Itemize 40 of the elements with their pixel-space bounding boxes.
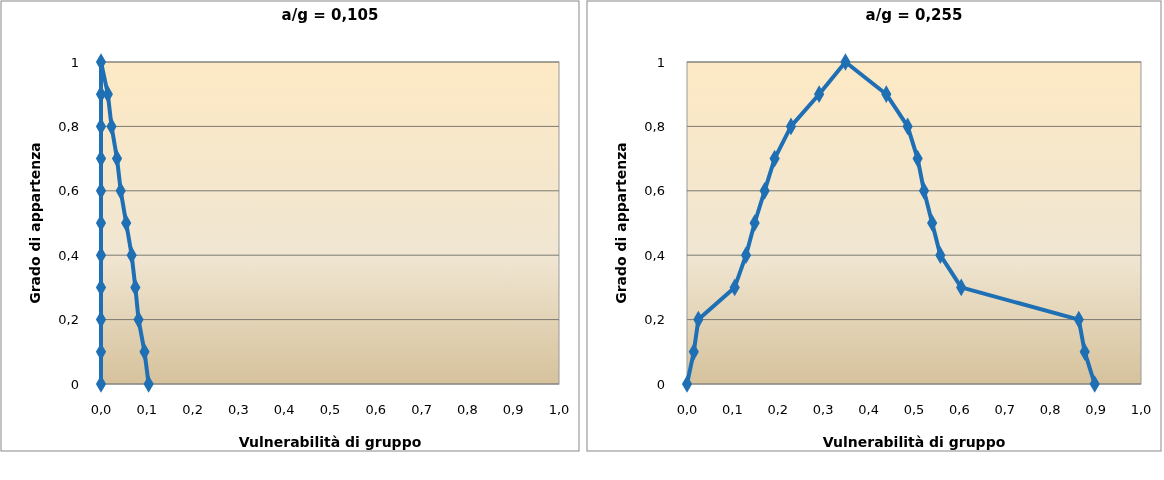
x-tick-label: 0,9 [502,402,524,417]
x-tick-label: 0,3 [228,402,249,417]
chart-title: a/g = 0,255 [865,6,963,24]
x-tick-label: 0,2 [182,402,203,417]
y-axis-title: Grado di appartenza [613,142,629,304]
y-tick-label: 0,6 [58,183,79,199]
y-tick-label: 0,8 [58,118,79,134]
y-tick-label: 0,4 [644,247,665,263]
x-tick-label: 1,0 [548,402,570,417]
y-tick-label: 0,2 [644,312,665,328]
x-tick-label: 0,6 [949,402,970,417]
x-tick-label: 0,7 [994,402,1016,417]
y-tick-label: 0 [656,376,665,392]
x-tick-label: 0,1 [136,402,158,417]
x-tick-label: 0,9 [1085,402,1106,417]
x-tick-label: 0,3 [812,402,834,417]
x-tick-label: 0,0 [676,402,698,417]
y-tick-label: 0,6 [644,183,665,199]
x-tick-label: 0,8 [1039,402,1061,417]
x-tick-label: 0,8 [457,402,478,417]
x-tick-label: 0,5 [319,402,341,417]
chart-title: a/g = 0,105 [281,6,379,24]
x-tick-label: 0,0 [90,402,112,417]
x-tick-label: 0,7 [411,402,432,417]
y-tick-label: 1 [70,54,79,70]
x-tick-label: 0,4 [858,402,879,417]
x-tick-label: 0,2 [767,402,789,417]
x-axis-title: Vulnerabilità di gruppo [238,434,422,450]
x-tick-label: 0,4 [273,402,295,417]
x-tick-label: 0,5 [903,402,925,417]
y-tick-label: 0,2 [58,312,79,328]
x-tick-label: 0,6 [365,402,387,417]
y-tick-label: 0 [70,376,79,392]
y-tick-label: 1 [656,54,665,70]
y-tick-label: 0,8 [644,118,665,134]
x-tick-label: 1,0 [1130,402,1152,417]
x-axis-title: Vulnerabilità di gruppo [822,434,1006,450]
y-tick-label: 0,4 [58,247,79,263]
x-tick-label: 0,1 [722,402,743,417]
y-axis-title: Grado di appartenza [27,142,43,304]
